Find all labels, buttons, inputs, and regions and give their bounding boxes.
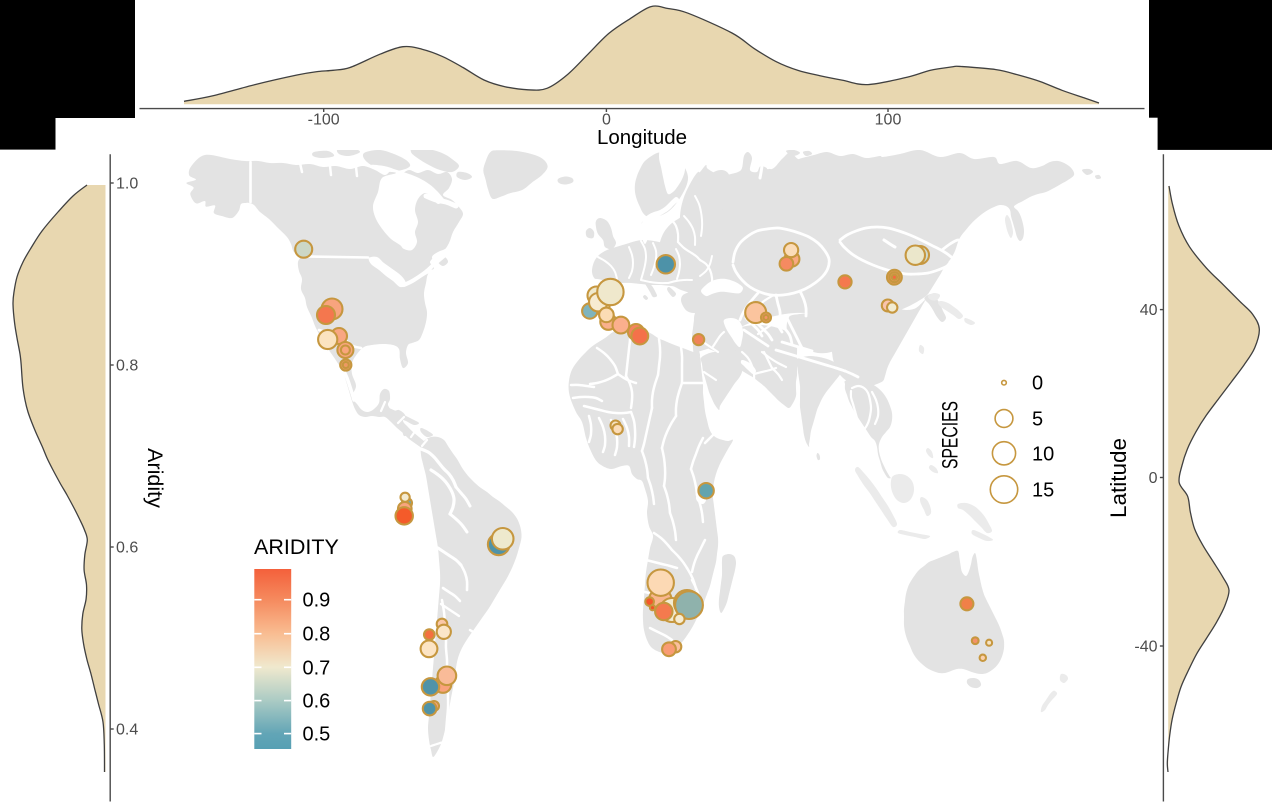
- svg-text:100: 100: [875, 112, 902, 129]
- svg-text:40: 40: [1140, 302, 1158, 319]
- svg-text:0.6: 0.6: [303, 691, 331, 713]
- svg-text:15: 15: [1032, 480, 1054, 502]
- svg-text:10: 10: [1032, 443, 1054, 465]
- svg-text:0: 0: [1032, 373, 1043, 395]
- svg-text:0: 0: [1149, 470, 1158, 487]
- svg-text:-100: -100: [308, 112, 340, 129]
- svg-text:0.7: 0.7: [303, 657, 331, 679]
- svg-text:Latitude: Latitude: [1106, 438, 1131, 518]
- svg-text:0.8: 0.8: [303, 624, 331, 646]
- svg-text:0.9: 0.9: [303, 590, 331, 612]
- svg-text:ARIDITY: ARIDITY: [254, 535, 339, 559]
- svg-text:0.6: 0.6: [116, 540, 138, 557]
- svg-text:0.4: 0.4: [116, 722, 138, 739]
- svg-text:1.0: 1.0: [116, 176, 138, 193]
- svg-text:0.5: 0.5: [303, 724, 331, 746]
- svg-text:0.8: 0.8: [116, 358, 138, 375]
- svg-text:Longitude: Longitude: [597, 126, 687, 149]
- svg-text:SPECIES: SPECIES: [938, 401, 963, 469]
- svg-text:0: 0: [602, 112, 611, 129]
- svg-text:5: 5: [1032, 409, 1043, 431]
- svg-text:-40: -40: [1134, 639, 1157, 656]
- svg-text:Aridity: Aridity: [143, 448, 167, 508]
